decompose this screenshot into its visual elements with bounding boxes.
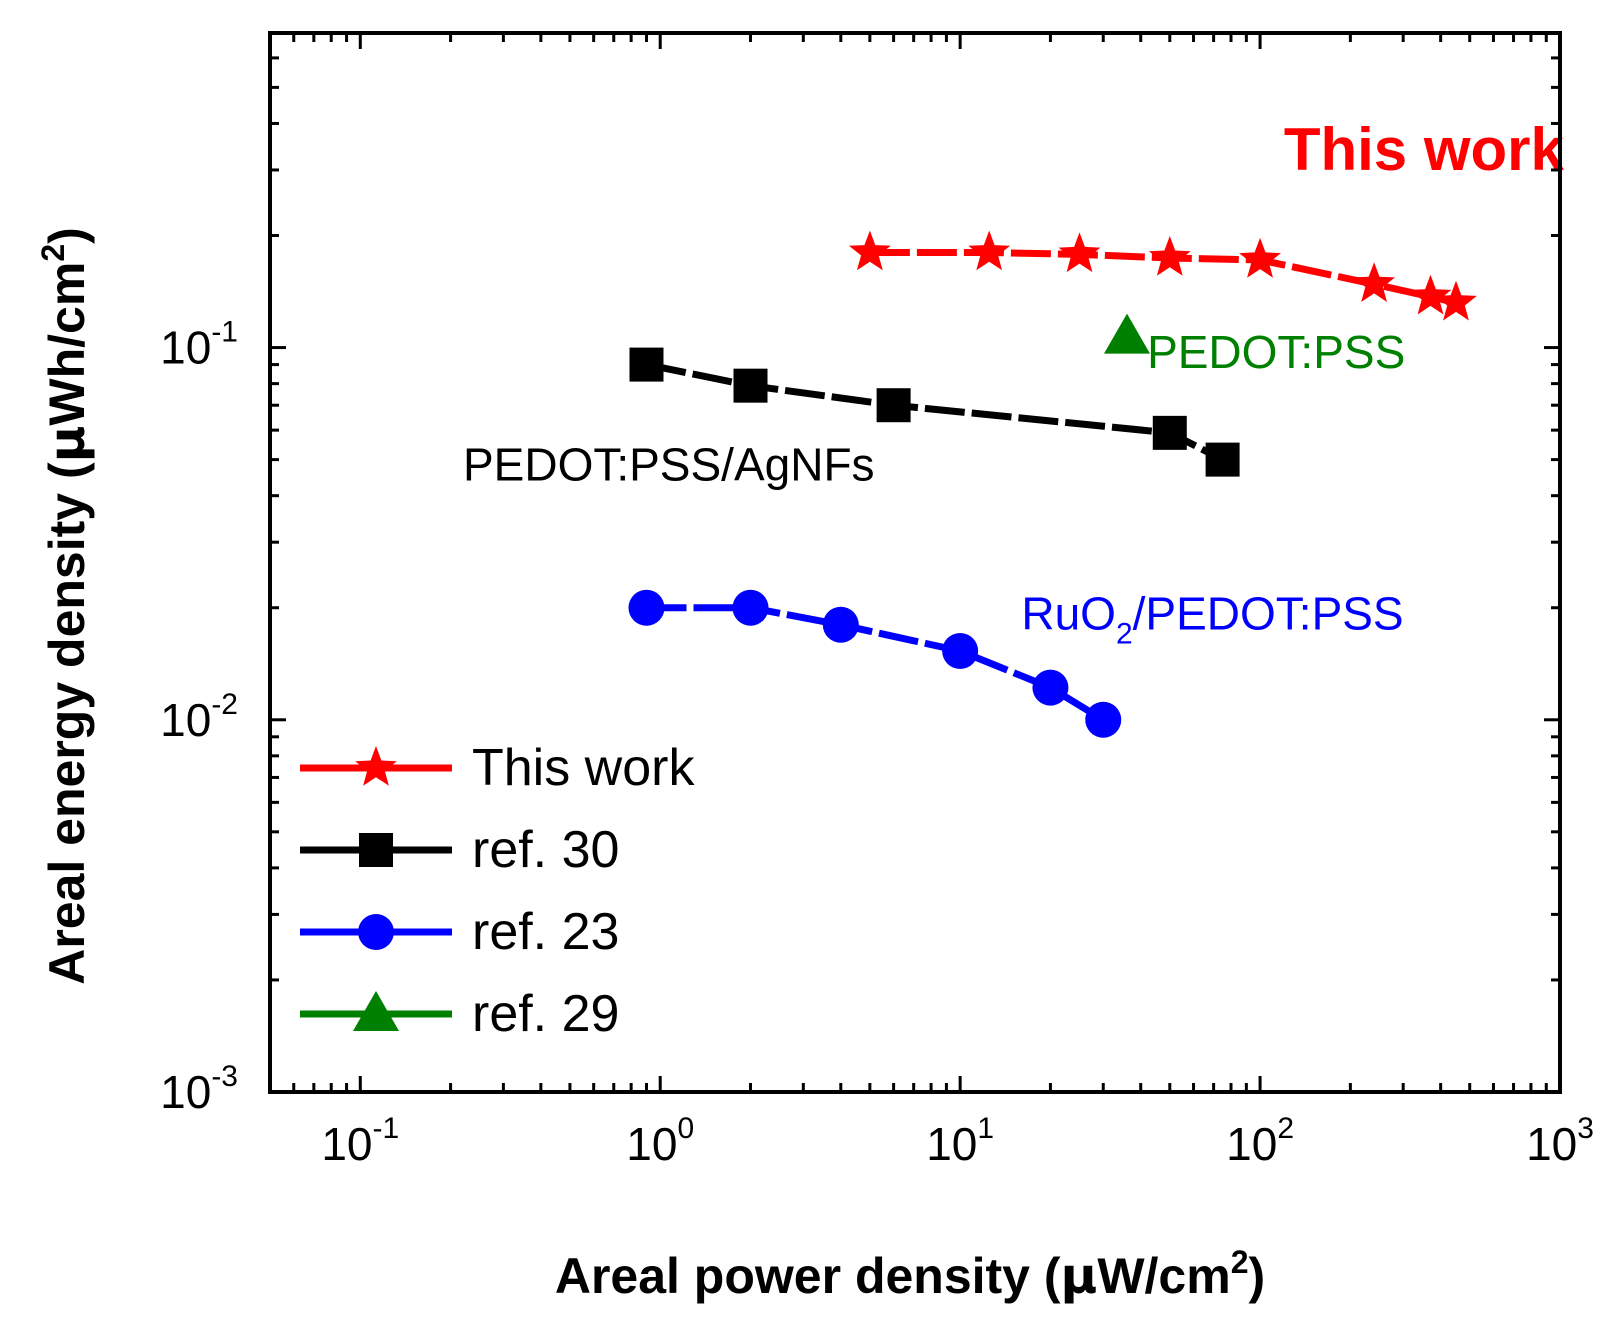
x-tick-label: 100 [626,1112,694,1170]
legend-marker [353,991,399,1031]
annotation-label: PEDOT:PSS [1147,326,1405,378]
data-point-this-work [1058,232,1101,273]
x-tick-label: 101 [926,1112,994,1170]
data-point-this-work [1148,236,1191,276]
legend-marker [355,746,397,786]
y-tick-label: 10-1 [160,316,238,374]
data-point-ref-23 [822,606,859,643]
data-point-ref-23 [1032,669,1069,706]
data-point-ref-29 [1103,313,1150,354]
data-point-ref-30 [1205,442,1240,477]
data-point-ref-30 [876,388,911,423]
legend-marker [358,914,394,950]
data-point-ref-23 [1085,701,1122,738]
data-point-ref-23 [942,633,979,670]
data-point-this-work [968,230,1011,271]
annotation-label: PEDOT:PSS/AgNFs [463,438,875,490]
data-point-this-work [1435,280,1477,321]
annotations: This work PEDOT:PSS PEDOT:PSS/AgNFs RuO2/PE… [463,116,1565,650]
annotation-label: This work [1284,116,1565,183]
y-axis-title: Areal energy density (μWh/cm2) [35,227,96,985]
data-point-this-work [1239,237,1281,278]
x-tick-label: 10-1 [321,1112,399,1170]
x-tick-label: 103 [1526,1112,1594,1170]
x-axis-title: Areal power density (μW/cm2) [555,1244,1265,1305]
y-tick-label: 10-2 [160,688,238,746]
legend: This work ref. 30 ref. 23 ref. 29 [300,739,695,1043]
plot-markers [628,230,1477,738]
axes: 10-1 100 101 102 103 10-3 10-2 10-1 [160,31,1594,1170]
legend-label: ref. 30 [472,821,619,879]
legend-label: ref. 29 [472,985,619,1043]
data-point-ref-23 [732,589,769,626]
legend-label: ref. 23 [472,903,619,961]
data-point-this-work [1409,274,1452,315]
y-tick-label: 10-3 [160,1060,238,1118]
data-point-ref-30 [629,347,664,382]
data-point-this-work [848,230,891,271]
annotation-label: RuO2/PEDOT:PSS [1021,587,1403,650]
legend-label: This work [472,739,695,797]
legend-marker [359,833,393,867]
data-point-ref-30 [733,368,768,403]
data-point-ref-30 [1152,415,1187,450]
data-point-this-work [1353,262,1395,302]
data-point-ref-23 [628,589,665,626]
x-tick-label: 102 [1226,1112,1294,1170]
